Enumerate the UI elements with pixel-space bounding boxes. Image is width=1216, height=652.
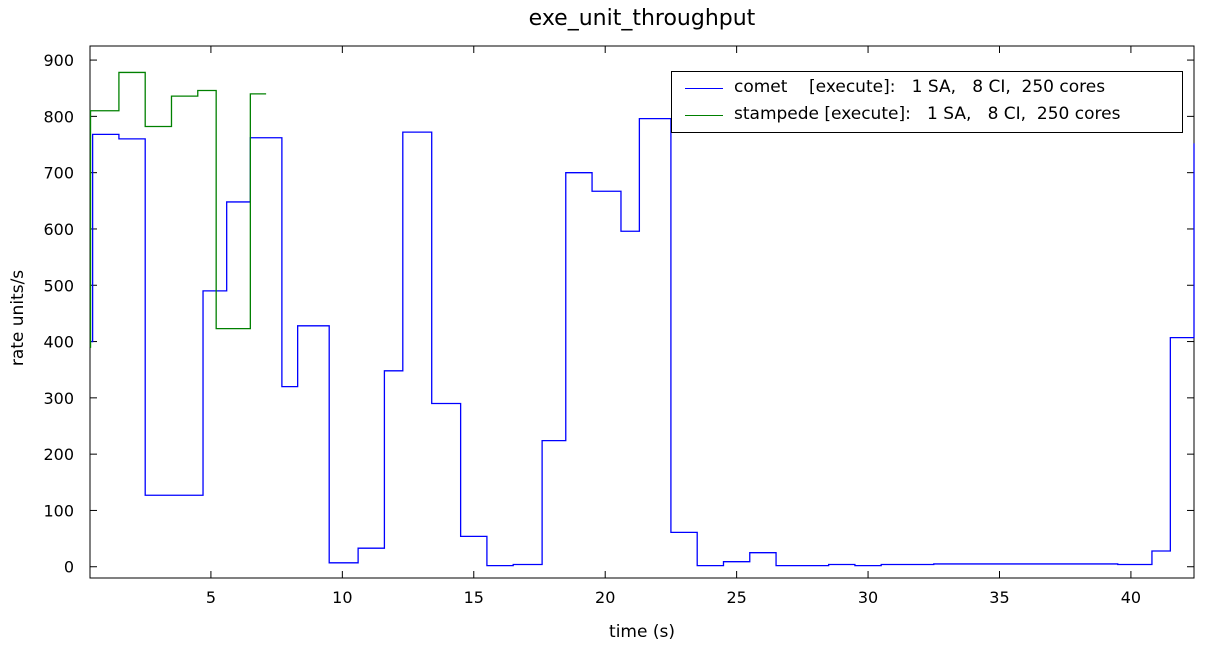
x-tick-label: 25 [726,588,746,607]
x-tick-label: 40 [1121,588,1141,607]
x-tick-label: 5 [206,588,216,607]
series-line-stampede [89,71,267,348]
x-tick-label: 30 [858,588,878,607]
legend-swatch-stampede [685,115,723,116]
x-tick-label: 15 [464,588,484,607]
x-axis-label: time (s) [609,622,675,642]
x-tick-label: 20 [595,588,615,607]
y-axis-label: rate units/s [8,269,28,367]
y-tick-label: 200 [43,445,74,464]
legend-label-stampede: stampede [execute]: 1 SA, 8 CI, 250 core… [734,104,1121,124]
series-line-comet [91,117,1195,567]
y-tick-label: 300 [43,389,74,408]
legend-swatch-comet [685,88,723,89]
y-tick-label: 400 [43,333,74,352]
x-tick-label: 35 [989,588,1009,607]
chart-title: exe_unit_throughput [528,6,756,31]
legend: comet [execute]: 1 SA, 8 CI, 250 cores s… [671,71,1183,133]
y-tick-label: 0 [64,558,74,577]
x-tick-label: 10 [332,588,352,607]
y-tick-label: 600 [43,220,74,239]
y-tick-label: 500 [43,276,74,295]
legend-label-comet: comet [execute]: 1 SA, 8 CI, 250 cores [734,77,1106,97]
y-tick-label: 100 [43,501,74,520]
y-tick-label: 900 [43,51,74,70]
legend-entry-comet: comet [execute]: 1 SA, 8 CI, 250 cores [672,77,1182,99]
y-tick-label: 800 [43,107,74,126]
legend-entry-stampede: stampede [execute]: 1 SA, 8 CI, 250 core… [672,104,1182,126]
y-tick-label: 700 [43,164,74,183]
